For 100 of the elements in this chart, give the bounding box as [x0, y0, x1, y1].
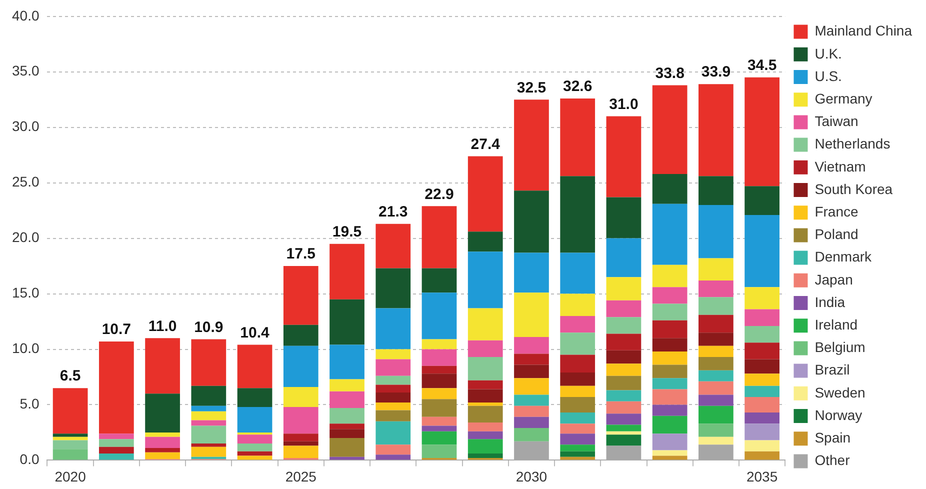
bar	[652, 450, 688, 456]
bar	[606, 197, 642, 238]
bar	[237, 344, 272, 388]
bar	[422, 339, 457, 350]
bar	[698, 394, 734, 406]
x-tick-label: 2030	[516, 468, 548, 484]
bar	[698, 406, 734, 424]
bar	[422, 416, 457, 426]
bar	[376, 376, 411, 385]
bar	[606, 434, 642, 446]
bar	[468, 402, 503, 406]
bar	[744, 374, 780, 386]
bar	[283, 434, 318, 442]
bar	[606, 390, 642, 402]
bar	[606, 238, 642, 278]
bar	[468, 422, 503, 432]
bar	[237, 444, 272, 452]
bar	[606, 350, 642, 364]
bar	[652, 304, 688, 320]
bar	[514, 364, 549, 378]
bar	[744, 451, 780, 460]
y-tick-label: 30.0	[12, 118, 40, 134]
bar	[560, 252, 596, 294]
bar	[468, 389, 503, 403]
bar	[237, 406, 272, 432]
bar	[560, 294, 596, 316]
legend-label: Vietnam	[814, 158, 866, 174]
bar	[237, 434, 272, 444]
bar	[514, 100, 549, 191]
bar	[652, 338, 688, 352]
bar	[698, 370, 734, 382]
bar	[698, 424, 734, 437]
bar	[514, 337, 549, 354]
bar	[744, 440, 780, 452]
bar	[330, 299, 364, 345]
bar	[698, 176, 734, 206]
bar	[422, 399, 457, 417]
bar	[514, 190, 549, 253]
bar	[514, 428, 549, 442]
bar	[744, 424, 780, 440]
legend-label: U.S.	[814, 68, 842, 84]
bar	[283, 386, 318, 407]
bar	[191, 456, 226, 460]
total-label: 22.9	[424, 186, 454, 203]
total-label: 10.7	[102, 321, 132, 338]
bar	[422, 268, 457, 293]
legend-label: Belgium	[814, 339, 866, 356]
bar	[652, 287, 688, 304]
total-label: 17.5	[286, 246, 316, 263]
total-label: 31.0	[609, 96, 638, 113]
y-tick-label: 40.0	[12, 7, 40, 24]
bar	[468, 439, 503, 454]
bar	[560, 396, 596, 412]
total-label: 32.5	[516, 79, 546, 96]
bar	[698, 205, 734, 258]
bar	[606, 424, 642, 432]
total-label: 11.0	[148, 318, 177, 335]
y-tick-label: 25.0	[12, 174, 40, 190]
bar	[191, 420, 226, 426]
bar	[560, 176, 596, 253]
bar	[698, 381, 734, 395]
bar	[330, 408, 364, 424]
bar	[652, 204, 688, 265]
bar	[560, 386, 596, 397]
bar	[468, 340, 503, 358]
bar	[606, 334, 642, 350]
bar	[652, 174, 688, 204]
bar	[652, 404, 688, 416]
bar	[606, 300, 642, 318]
bar	[376, 410, 411, 422]
bar	[652, 364, 688, 378]
bar	[514, 394, 549, 406]
bar	[376, 268, 411, 308]
bar	[52, 434, 88, 437]
bar	[191, 411, 226, 420]
legend-label: Brazil	[814, 362, 850, 378]
bar	[698, 258, 734, 280]
bar	[468, 357, 503, 380]
bar	[376, 392, 411, 403]
bar	[560, 434, 596, 445]
bar	[237, 388, 272, 407]
legend-label: France	[814, 203, 859, 220]
bar	[560, 354, 596, 373]
bar	[422, 444, 457, 458]
total-label: 34.5	[747, 57, 777, 74]
bar	[330, 379, 364, 392]
bar	[744, 396, 780, 412]
bar	[191, 426, 226, 444]
bar	[560, 332, 596, 355]
x-tick-label: 2020	[54, 468, 86, 484]
bar	[468, 252, 503, 308]
bar	[376, 308, 411, 350]
bar	[283, 406, 318, 434]
bar	[744, 326, 780, 343]
bar	[698, 84, 734, 176]
bar	[376, 359, 411, 376]
bar	[652, 416, 688, 434]
bar	[52, 440, 88, 450]
bar	[191, 339, 226, 386]
legend-label: Sweden	[814, 384, 866, 400]
